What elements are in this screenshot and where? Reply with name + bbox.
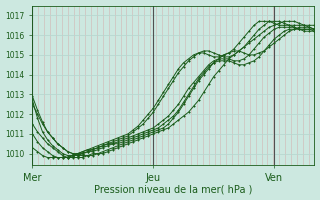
X-axis label: Pression niveau de la mer( hPa ): Pression niveau de la mer( hPa ) [94, 184, 252, 194]
